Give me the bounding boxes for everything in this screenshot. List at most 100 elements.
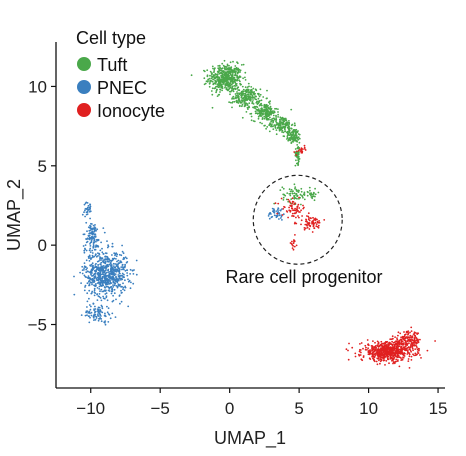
data-point <box>97 260 100 262</box>
data-point <box>101 284 104 286</box>
data-point <box>223 67 226 70</box>
data-point <box>296 207 298 210</box>
data-point <box>92 268 94 271</box>
y-tick-label: 10 <box>28 77 47 96</box>
data-point <box>122 266 125 269</box>
data-point <box>261 117 264 119</box>
data-point <box>260 115 263 117</box>
data-point <box>91 281 93 284</box>
data-point <box>376 344 379 347</box>
data-point <box>294 221 296 224</box>
data-point <box>99 313 102 316</box>
data-point <box>113 252 116 255</box>
data-point <box>235 70 237 73</box>
data-point <box>269 116 271 119</box>
data-point <box>129 268 132 271</box>
data-point <box>293 240 296 243</box>
data-point <box>293 212 296 215</box>
data-point <box>302 204 304 207</box>
data-point <box>93 289 96 292</box>
data-point <box>312 195 315 198</box>
data-point <box>98 293 101 295</box>
data-point <box>292 131 295 133</box>
data-point <box>104 260 107 263</box>
data-point <box>95 262 97 265</box>
data-point <box>111 287 114 290</box>
data-point <box>124 279 126 282</box>
data-point <box>394 336 396 338</box>
data-point <box>395 358 398 361</box>
data-point <box>132 282 135 285</box>
data-point <box>304 227 307 230</box>
data-point <box>90 273 92 276</box>
data-point <box>278 218 280 220</box>
data-point <box>81 272 84 275</box>
data-point <box>289 210 292 213</box>
data-point <box>242 97 245 100</box>
data-point <box>289 242 292 244</box>
data-point <box>371 353 374 355</box>
data-point <box>99 256 101 258</box>
data-point <box>98 311 100 314</box>
data-point <box>415 341 418 344</box>
data-point <box>99 310 102 313</box>
data-point <box>230 76 233 79</box>
data-point <box>372 340 374 342</box>
data-point <box>101 247 103 250</box>
data-point <box>312 222 315 225</box>
data-point <box>224 86 226 89</box>
data-point <box>257 92 260 95</box>
data-point <box>374 354 377 357</box>
data-point <box>121 264 124 266</box>
data-point <box>371 348 374 351</box>
data-point <box>383 348 385 351</box>
data-point <box>311 197 314 200</box>
data-point <box>410 359 413 361</box>
data-point <box>107 269 109 272</box>
data-point <box>276 215 279 218</box>
data-point <box>246 86 249 88</box>
data-point <box>348 342 350 345</box>
data-point <box>96 228 99 231</box>
data-point <box>90 222 92 225</box>
data-point <box>234 81 237 84</box>
data-point <box>238 76 241 78</box>
data-point <box>109 280 111 283</box>
data-point <box>115 298 117 301</box>
data-point <box>233 100 236 103</box>
data-point <box>317 191 320 194</box>
data-point <box>92 256 94 259</box>
data-point <box>241 93 244 96</box>
data-point <box>310 192 313 195</box>
data-point <box>235 99 238 102</box>
data-point <box>103 231 106 234</box>
data-point <box>208 85 211 88</box>
data-point <box>230 68 233 71</box>
data-point <box>98 295 101 298</box>
data-point <box>383 352 385 354</box>
data-point <box>220 79 223 82</box>
data-point <box>406 353 409 355</box>
data-point <box>257 97 260 100</box>
data-point <box>114 316 117 318</box>
x-tick-label: 10 <box>359 399 378 418</box>
data-point <box>408 336 411 339</box>
data-point <box>279 129 282 131</box>
data-point <box>278 127 281 130</box>
data-point <box>413 333 416 335</box>
data-point <box>217 84 220 87</box>
data-point <box>98 285 101 288</box>
data-point <box>80 314 83 316</box>
data-point <box>312 224 315 227</box>
data-point <box>292 245 294 247</box>
data-point <box>282 199 285 201</box>
data-point <box>115 255 118 258</box>
data-point <box>298 141 301 144</box>
data-point <box>242 63 245 66</box>
data-point <box>390 347 392 349</box>
data-point <box>126 261 129 263</box>
data-point <box>318 221 321 224</box>
data-point <box>390 353 393 356</box>
data-point <box>120 279 122 281</box>
data-point <box>264 106 267 109</box>
